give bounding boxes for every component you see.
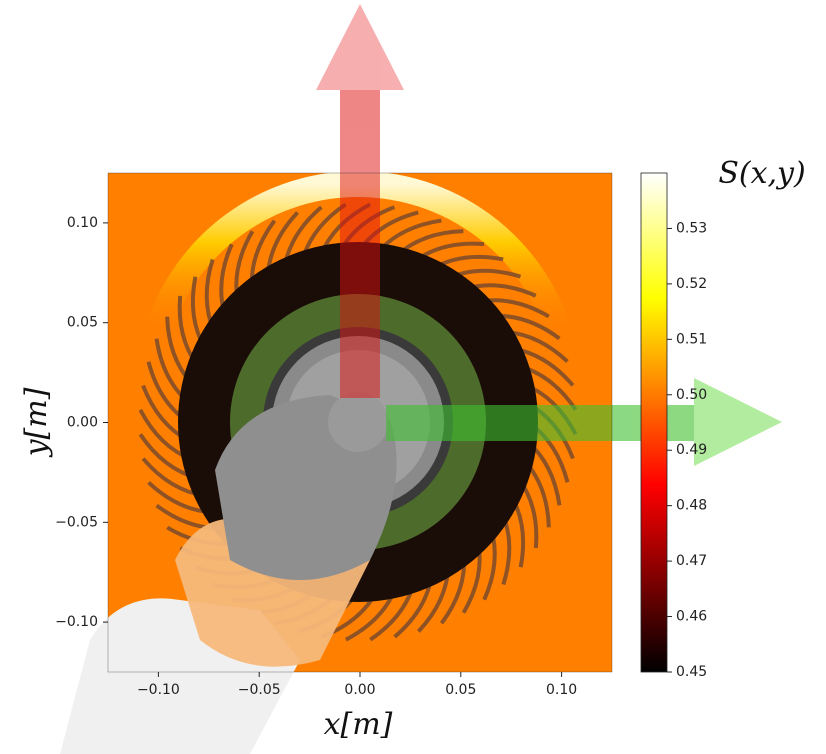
colorbar-tick-label: 0.46 [676,609,707,625]
colorbar-label: S(x,y) [718,156,805,191]
colorbar-tick-label: 0.50 [676,387,707,403]
arrow-head [694,378,782,466]
x-axis-label: x[m] [324,707,393,742]
y-tick-label: 0.10 [67,215,98,231]
y-tick-label: 0.00 [67,415,98,431]
y-tick-label: −0.10 [55,614,98,630]
arrow-head [316,4,404,90]
colorbar-tick-label: 0.52 [676,276,707,292]
arrow-shaft [340,88,380,398]
colorbar-tick-label: 0.51 [676,331,707,347]
colorbar-tick-label: 0.53 [676,220,707,236]
y-tick-label: −0.05 [55,514,98,530]
x-tick-label: −0.05 [238,682,281,698]
y-axis-label: y[m] [19,387,54,458]
colorbar-tick-label: 0.47 [676,553,707,569]
x-tick-label: 0.10 [546,682,577,698]
x-tick-label: 0.00 [344,682,375,698]
y-tick-label: 0.05 [67,315,98,331]
colorbar-tick-label: 0.45 [676,664,707,680]
x-tick-label: −0.10 [137,682,180,698]
colorbar-tick-label: 0.48 [676,498,707,514]
red-arrow [316,4,404,398]
robot-arm [60,392,397,754]
colorbar [640,172,668,673]
colorbar-tick-label: 0.49 [676,442,707,458]
joint [328,392,388,452]
x-tick-label: 0.05 [445,682,476,698]
